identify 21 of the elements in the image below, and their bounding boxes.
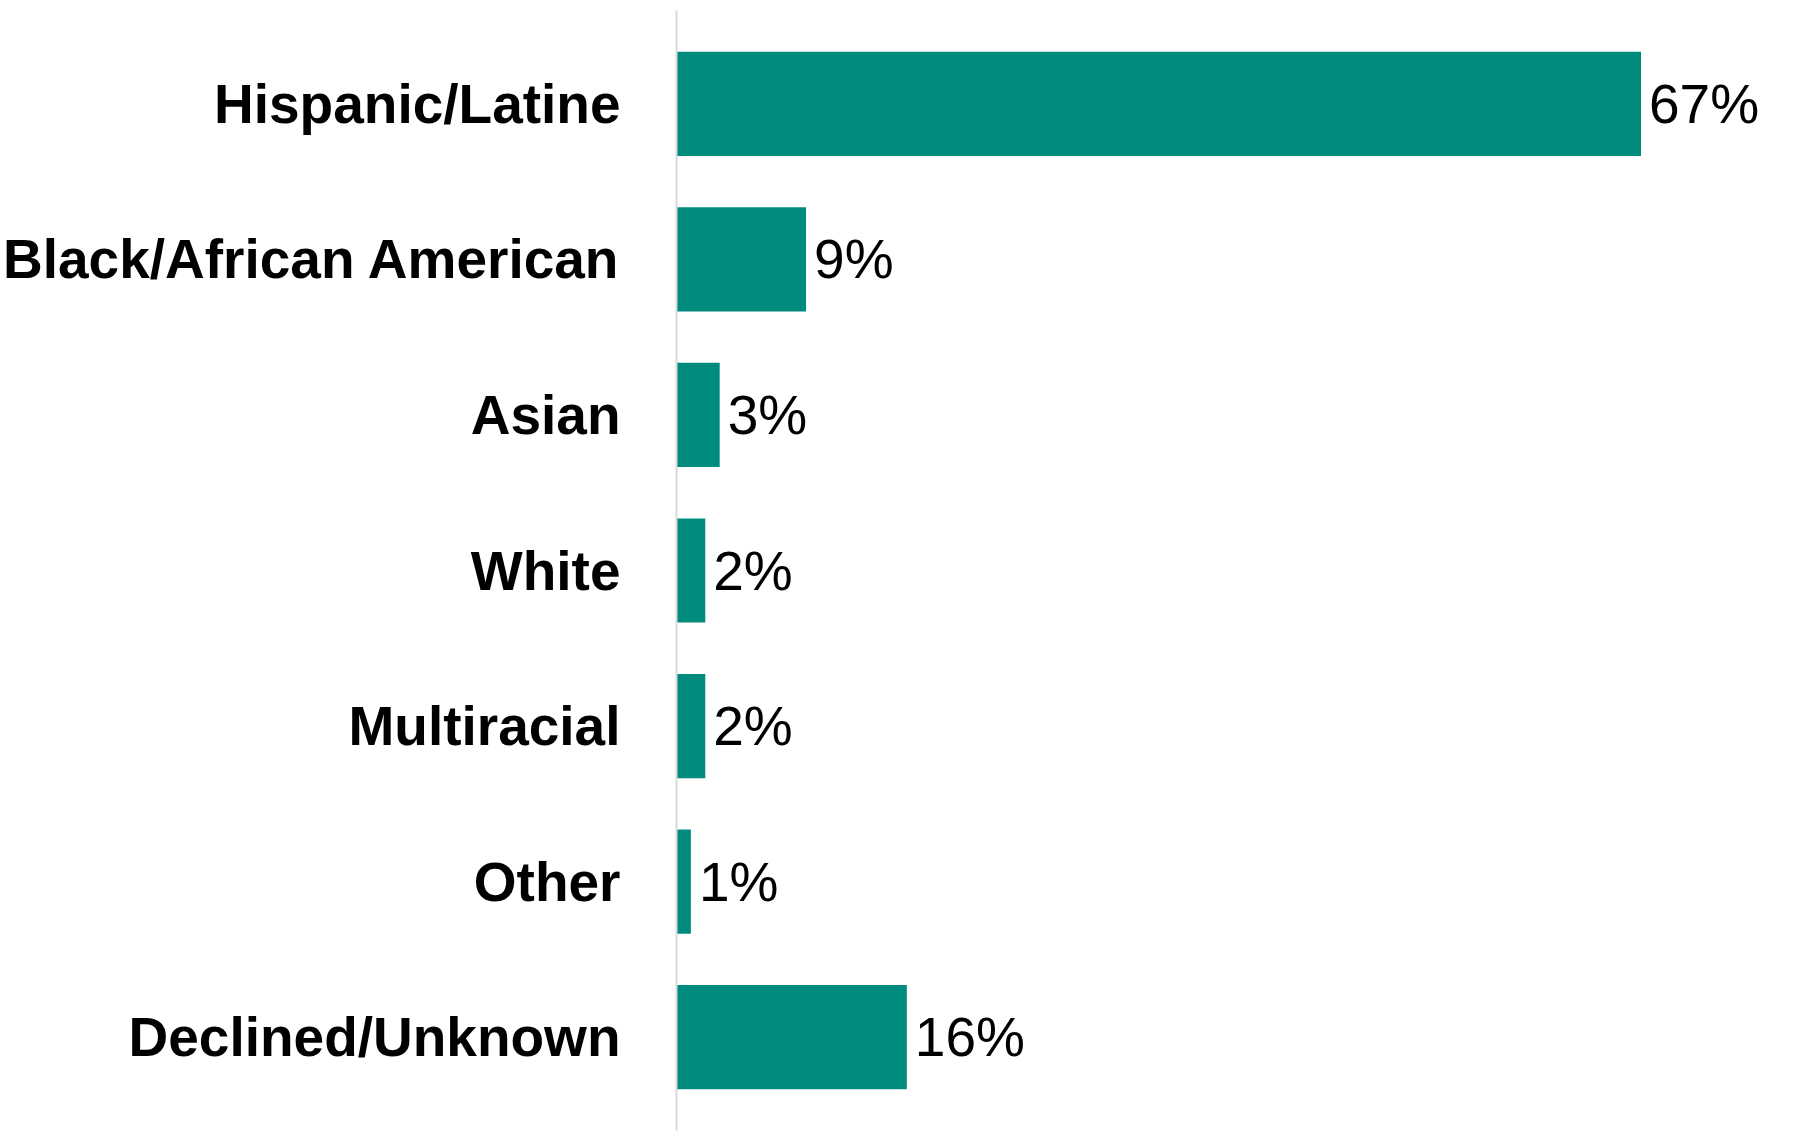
data-label: 3% [727,383,808,446]
data-label: 2% [713,539,793,602]
bar [676,51,1641,156]
data-label: 67% [1649,72,1760,135]
bar [676,985,907,1090]
bar [676,829,691,934]
y-tick-label: White [470,539,621,602]
data-label: 2% [713,695,793,758]
y-tick-label: Black/African American [3,228,619,291]
bar [676,207,807,312]
data-label: 16% [914,1006,1025,1069]
data-label: 1% [698,850,779,913]
data-label: 9% [814,228,894,291]
y-tick-label: Multiracial [348,695,621,758]
y-tick-label: Other [473,850,621,913]
bar [676,362,720,468]
y-tick-label: Hispanic/Latine [214,72,621,135]
y-tick-label: Declined/Unknown [128,1006,621,1069]
y-tick-label: Asian [470,383,621,446]
bar [676,518,706,623]
bar [676,673,706,779]
